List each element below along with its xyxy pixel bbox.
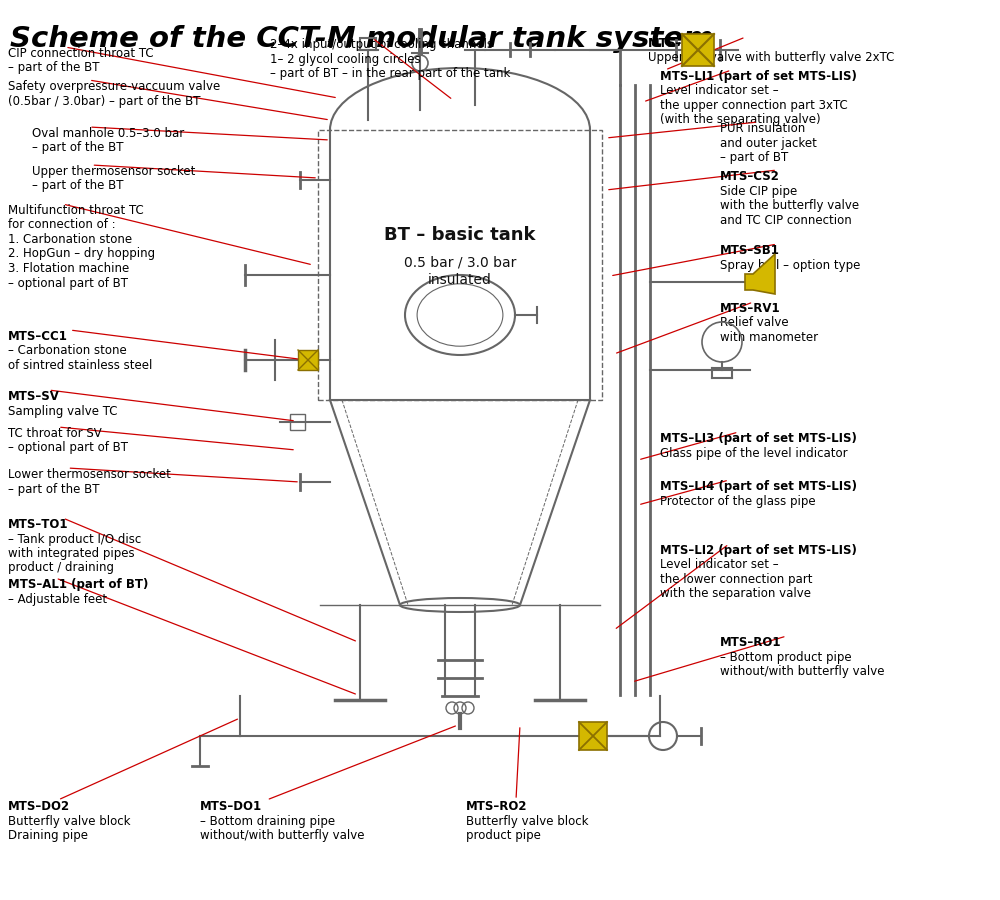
Text: (with the separating valve): (with the separating valve) [660, 113, 821, 127]
Polygon shape [745, 254, 775, 294]
Text: Upper CIP valve with butterfly valve 2xTC: Upper CIP valve with butterfly valve 2xT… [648, 51, 894, 65]
Text: and TC CIP connection: and TC CIP connection [720, 213, 852, 227]
Text: MTS–SV: MTS–SV [8, 390, 60, 403]
Text: MTS–DO1: MTS–DO1 [200, 800, 262, 813]
Text: product pipe: product pipe [466, 829, 541, 842]
Text: Safety overpressure-vaccuum valve: Safety overpressure-vaccuum valve [8, 80, 220, 93]
Text: and outer jacket: and outer jacket [720, 137, 817, 149]
Text: 1. Carbonation stone: 1. Carbonation stone [8, 233, 132, 246]
Text: – part of BT – in the rear part of the tank: – part of BT – in the rear part of the t… [270, 67, 510, 80]
Text: 3. Flotation machine: 3. Flotation machine [8, 262, 129, 275]
Text: MTS–LI1 (part of set MTS-LIS): MTS–LI1 (part of set MTS-LIS) [660, 70, 857, 83]
Text: Draining pipe: Draining pipe [8, 829, 88, 842]
Text: Oval manhole 0.5–3.0 bar: Oval manhole 0.5–3.0 bar [32, 127, 184, 140]
Text: – part of the BT: – part of the BT [8, 482, 100, 496]
Text: – part of the BT: – part of the BT [32, 141, 124, 155]
Text: – part of the BT: – part of the BT [8, 61, 100, 75]
Text: Upper thermosensor socket: Upper thermosensor socket [32, 165, 195, 178]
Text: Sampling valve TC: Sampling valve TC [8, 404, 118, 418]
Text: insulated: insulated [428, 273, 492, 287]
Text: Level indicator set –: Level indicator set – [660, 559, 779, 572]
Text: MTS–LI2 (part of set MTS-LIS): MTS–LI2 (part of set MTS-LIS) [660, 544, 857, 557]
Text: – Bottom product pipe: – Bottom product pipe [720, 651, 852, 663]
Text: 2. HopGun – dry hopping: 2. HopGun – dry hopping [8, 248, 155, 260]
Text: with the butterfly valve: with the butterfly valve [720, 199, 859, 212]
Bar [579, 722, 607, 750]
Text: MTS–RO1: MTS–RO1 [720, 636, 782, 649]
Text: – Tank product I/O disc: – Tank product I/O disc [8, 533, 141, 545]
Text: MTS–RO2: MTS–RO2 [466, 800, 528, 813]
Text: Relief valve: Relief valve [720, 317, 789, 329]
Text: – Bottom draining pipe: – Bottom draining pipe [200, 814, 335, 827]
Text: Glass pipe of the level indicator: Glass pipe of the level indicator [660, 446, 848, 460]
Text: of sintred stainless steel: of sintred stainless steel [8, 359, 152, 372]
Text: without/with butterfly valve: without/with butterfly valve [720, 665, 885, 678]
Text: MTS–CS2: MTS–CS2 [720, 170, 780, 183]
Text: Protector of the glass pipe: Protector of the glass pipe [660, 494, 816, 508]
Text: MTS–LI4 (part of set MTS-LIS): MTS–LI4 (part of set MTS-LIS) [660, 480, 857, 493]
Text: MTS–CC1: MTS–CC1 [8, 330, 68, 343]
Text: Scheme of the CCT-M modular tank system: Scheme of the CCT-M modular tank system [10, 25, 714, 53]
Text: – Adjustable feet: – Adjustable feet [8, 592, 107, 606]
Text: the upper connection part 3xTC: the upper connection part 3xTC [660, 99, 848, 112]
Text: 2–4x input/output of cooling channels: 2–4x input/output of cooling channels [270, 38, 493, 51]
Text: Level indicator set –: Level indicator set – [660, 85, 779, 97]
Text: the lower connection part: the lower connection part [660, 573, 812, 586]
Text: – part of the BT: – part of the BT [32, 179, 124, 193]
Text: MTS–RV1: MTS–RV1 [720, 302, 781, 315]
Text: Multifunction throat TC: Multifunction throat TC [8, 204, 144, 217]
Bar [360, 38, 376, 50]
Text: MTS–CS1: MTS–CS1 [648, 37, 708, 50]
Text: – optional part of BT: – optional part of BT [8, 276, 128, 290]
Text: Butterfly valve block: Butterfly valve block [466, 814, 588, 827]
Text: MTS–SB1: MTS–SB1 [720, 244, 780, 257]
Text: PUR insulation: PUR insulation [720, 122, 805, 135]
Text: MTS–AL1 (part of BT): MTS–AL1 (part of BT) [8, 578, 148, 591]
Text: 1– 2 glycol cooling circles: 1– 2 glycol cooling circles [270, 52, 421, 66]
Text: product / draining: product / draining [8, 562, 114, 574]
Text: for connection of :: for connection of : [8, 219, 116, 231]
Text: 0.5 bar / 3.0 bar: 0.5 bar / 3.0 bar [404, 255, 516, 269]
Text: – part of BT: – part of BT [720, 151, 788, 164]
Text: BT – basic tank: BT – basic tank [384, 226, 536, 244]
Bar [290, 414, 305, 430]
Text: MTS–TO1: MTS–TO1 [8, 518, 68, 531]
Text: CIP connection throat TC: CIP connection throat TC [8, 47, 154, 60]
Text: MTS–DO2: MTS–DO2 [8, 800, 70, 813]
Bar [298, 350, 318, 370]
Text: (0.5bar / 3.0bar) – part of the BT: (0.5bar / 3.0bar) – part of the BT [8, 94, 200, 107]
Text: without/with butterfly valve: without/with butterfly valve [200, 829, 364, 842]
Text: Spray ball – option type: Spray ball – option type [720, 258, 860, 272]
Text: – Carbonation stone: – Carbonation stone [8, 345, 127, 357]
Text: with integrated pipes: with integrated pipes [8, 547, 135, 560]
Bar [318, 130, 602, 400]
Text: MTS–LI3 (part of set MTS-LIS): MTS–LI3 (part of set MTS-LIS) [660, 432, 857, 445]
Text: – optional part of BT: – optional part of BT [8, 442, 128, 454]
Text: Butterfly valve block: Butterfly valve block [8, 814, 130, 827]
Bar [682, 34, 714, 66]
Text: with the separation valve: with the separation valve [660, 588, 811, 600]
Text: Lower thermosensor socket: Lower thermosensor socket [8, 468, 171, 481]
Text: TC throat for SV: TC throat for SV [8, 427, 102, 440]
Text: with manometer: with manometer [720, 331, 818, 344]
Text: Side CIP pipe: Side CIP pipe [720, 184, 797, 197]
